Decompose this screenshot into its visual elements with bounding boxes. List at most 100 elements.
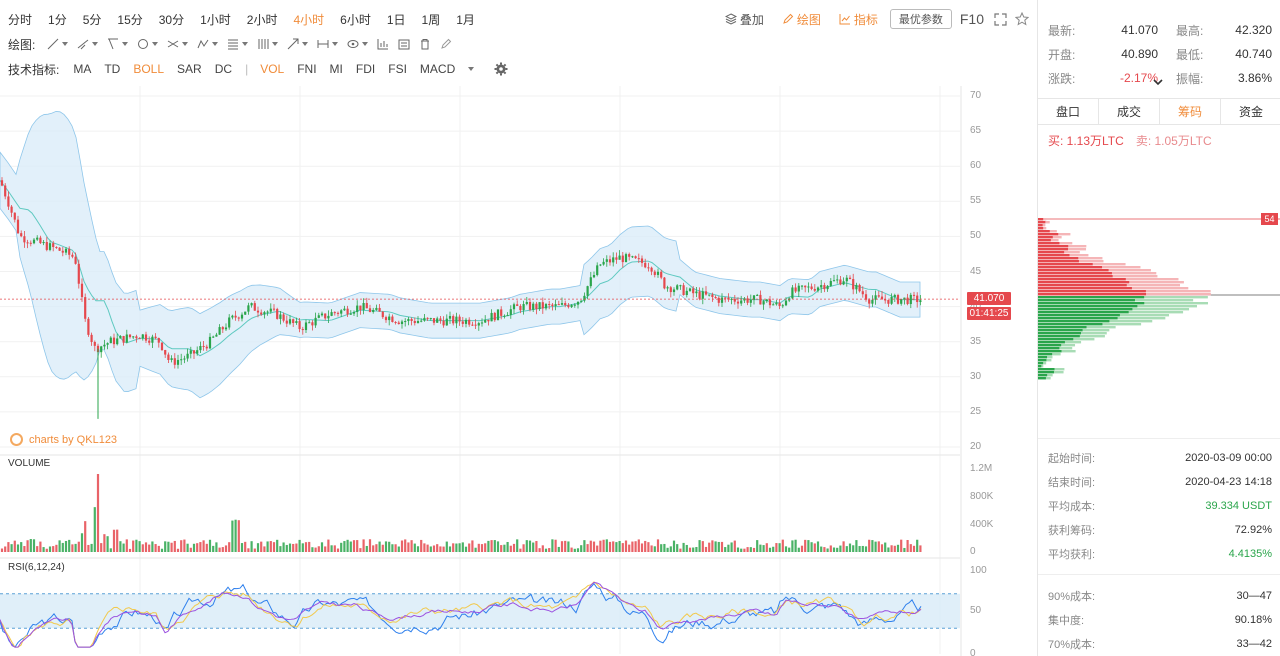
optimal-params-button[interactable]: 最优参数 bbox=[889, 9, 952, 29]
indicator-dropdown-icon[interactable] bbox=[468, 67, 475, 71]
interval-2[interactable]: 5分 bbox=[82, 12, 102, 27]
volume-bar bbox=[391, 544, 394, 552]
volume-bar bbox=[237, 520, 240, 552]
candle-body bbox=[48, 243, 52, 250]
indicator-ma[interactable]: MA bbox=[73, 62, 92, 76]
chip-bar bbox=[1038, 305, 1138, 308]
line-tool[interactable] bbox=[47, 38, 69, 50]
volume-label: VOLUME bbox=[8, 458, 51, 469]
volume-bar bbox=[807, 540, 810, 552]
channel-tool[interactable] bbox=[107, 38, 129, 50]
interval-3[interactable]: 15分 bbox=[117, 12, 143, 27]
volume-bar bbox=[692, 547, 695, 552]
candle-body bbox=[717, 297, 720, 303]
candle-body bbox=[77, 263, 80, 284]
fib-tool[interactable] bbox=[167, 38, 189, 50]
fullscreen-button[interactable] bbox=[992, 11, 1008, 27]
lock-tool[interactable] bbox=[440, 38, 452, 50]
interval-9[interactable]: 1日 bbox=[386, 12, 406, 27]
volume-bar bbox=[612, 541, 615, 552]
volume-bar bbox=[836, 547, 839, 552]
volume-bar bbox=[618, 540, 621, 552]
indicator-macd[interactable]: MACD bbox=[419, 62, 456, 76]
volume-bar bbox=[820, 546, 823, 552]
favorite-button[interactable] bbox=[1014, 11, 1030, 27]
interval-0[interactable]: 分时 bbox=[8, 12, 33, 27]
overlay-button[interactable]: 叠加 bbox=[719, 11, 770, 28]
chip-bar bbox=[1038, 332, 1081, 335]
pattern-tool[interactable] bbox=[197, 38, 219, 50]
indicator-sar[interactable]: SAR bbox=[177, 62, 202, 76]
tab-chips[interactable]: 筹码 bbox=[1160, 99, 1221, 124]
candle-body bbox=[903, 297, 906, 300]
candle-body bbox=[500, 309, 503, 316]
interval-7[interactable]: 4小时 bbox=[293, 12, 325, 27]
candle-body bbox=[832, 280, 836, 282]
indicator-vol[interactable]: VOL bbox=[260, 62, 285, 76]
circle-tool[interactable] bbox=[137, 38, 159, 50]
ray-tool[interactable] bbox=[77, 38, 99, 50]
rsi-label: RSI(6,12,24) bbox=[8, 562, 65, 573]
indicator-dc[interactable]: DC bbox=[214, 62, 233, 76]
candle-body bbox=[820, 285, 823, 288]
pencil-icon bbox=[783, 13, 794, 24]
open-label: 开盘: bbox=[1048, 47, 1076, 62]
arrow-tool[interactable] bbox=[287, 38, 309, 50]
candle-body bbox=[711, 294, 714, 298]
candle-body bbox=[372, 309, 375, 312]
indicator-fni[interactable]: FNI bbox=[297, 62, 317, 76]
volume-bar bbox=[788, 547, 791, 552]
candle-body bbox=[756, 294, 759, 296]
f10-button[interactable]: F10 bbox=[959, 11, 984, 27]
info-value: 72.92% bbox=[1234, 524, 1272, 536]
candle-body bbox=[141, 334, 144, 339]
volume-bar bbox=[884, 542, 887, 552]
draw-button[interactable]: 绘图 bbox=[776, 11, 827, 28]
candle-body bbox=[442, 320, 445, 326]
divider bbox=[1038, 574, 1280, 575]
tab-trades[interactable]: 成交 bbox=[1099, 99, 1160, 124]
volume-bar bbox=[311, 547, 314, 552]
kline-chart[interactable] bbox=[0, 86, 1036, 656]
indicator-boll[interactable]: BOLL bbox=[133, 62, 165, 76]
volume-bar bbox=[410, 540, 413, 552]
gear-icon[interactable] bbox=[494, 62, 508, 76]
note-tool[interactable] bbox=[347, 38, 369, 50]
chip-bar bbox=[1038, 341, 1065, 344]
candle-body bbox=[167, 354, 170, 360]
levels-tool[interactable] bbox=[227, 38, 249, 50]
volume-bar bbox=[919, 545, 922, 552]
indicator-button[interactable]: 指标 bbox=[833, 11, 884, 28]
interval-8[interactable]: 6小时 bbox=[340, 12, 371, 27]
candle-body bbox=[516, 304, 519, 306]
indicator-bar: 技术指标: MA TD BOLL SAR DC | VOL FNI MI FDI… bbox=[0, 58, 1036, 80]
volume-bar bbox=[71, 544, 74, 552]
candle-body bbox=[378, 307, 381, 312]
tab-orderbook[interactable]: 盘口 bbox=[1038, 99, 1099, 124]
snapshot-tool[interactable] bbox=[398, 38, 410, 50]
range-tool[interactable] bbox=[317, 38, 339, 50]
candle-body bbox=[532, 303, 535, 310]
candle-body bbox=[554, 304, 557, 306]
ray-icon bbox=[78, 39, 89, 50]
interval-4[interactable]: 30分 bbox=[158, 12, 185, 27]
indicator-mi[interactable]: MI bbox=[329, 62, 343, 76]
interval-6[interactable]: 2小时 bbox=[246, 12, 278, 27]
indicator-fsi[interactable]: FSI bbox=[388, 62, 407, 76]
indicator-fdi[interactable]: FDI bbox=[355, 62, 376, 76]
candle-body bbox=[474, 324, 477, 326]
indicator-td[interactable]: TD bbox=[104, 62, 121, 76]
interval-1[interactable]: 1分 bbox=[48, 12, 67, 27]
chevron-down-icon[interactable] bbox=[1152, 78, 1164, 88]
interval-10[interactable]: 1周 bbox=[421, 12, 441, 27]
volume-bar bbox=[740, 548, 743, 552]
candle-body bbox=[749, 299, 752, 303]
interval-11[interactable]: 1月 bbox=[456, 12, 475, 27]
interval-5[interactable]: 1小时 bbox=[200, 12, 231, 27]
delete-tool[interactable] bbox=[419, 38, 431, 50]
vlines-tool[interactable] bbox=[257, 38, 279, 50]
tab-funds[interactable]: 资金 bbox=[1238, 105, 1263, 119]
candle-body bbox=[839, 279, 842, 285]
volume-bar bbox=[186, 543, 189, 552]
measure-tool[interactable] bbox=[377, 38, 389, 50]
